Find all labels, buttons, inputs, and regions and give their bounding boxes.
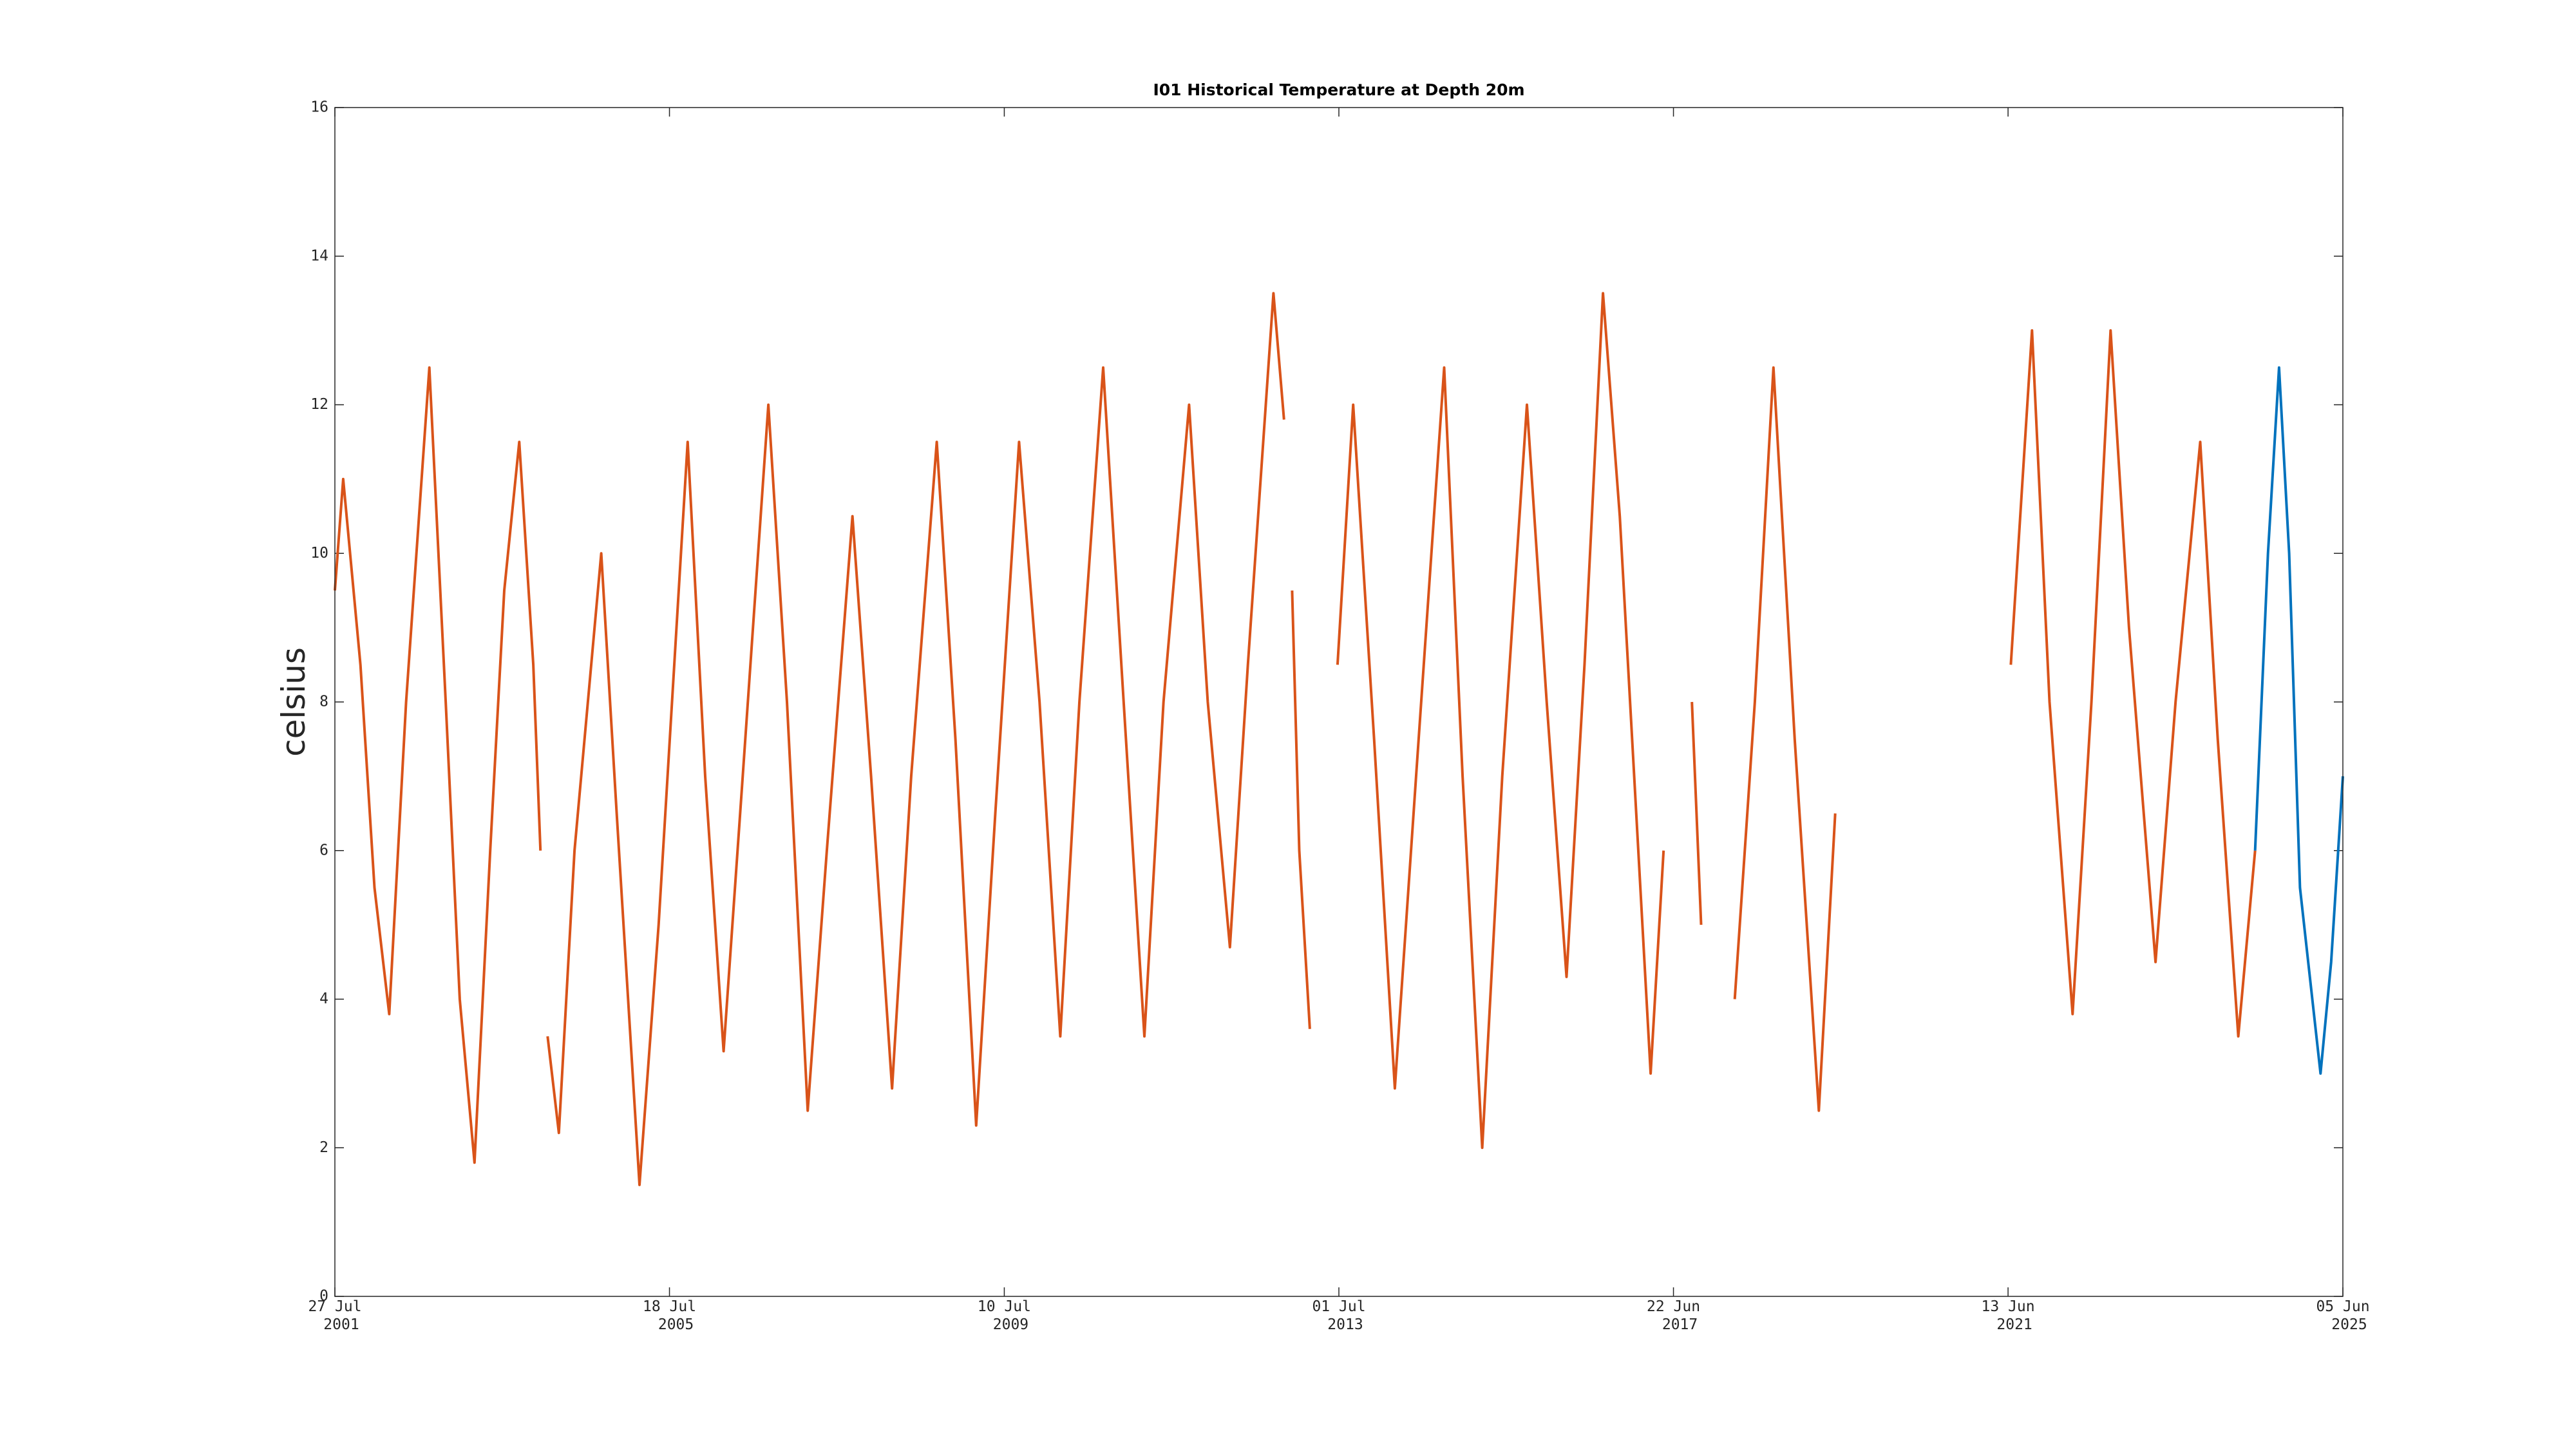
x-tick-label: 2025 bbox=[2331, 1316, 2367, 1333]
x-tick-label: 2001 bbox=[323, 1316, 359, 1333]
x-tick-label: 2021 bbox=[1996, 1316, 2032, 1333]
data-line bbox=[334, 292, 2257, 1186]
x-tick-label: 2009 bbox=[993, 1316, 1028, 1333]
y-axis-label: celsius bbox=[275, 647, 312, 757]
x-tick-label: 01 Jul bbox=[1312, 1298, 1365, 1315]
data-line bbox=[2253, 366, 2344, 1075]
chart-title: I01 Historical Temperature at Depth 20m bbox=[1153, 80, 1524, 99]
y-tick-label: 16 bbox=[310, 99, 328, 116]
x-tick-label: 10 Jul bbox=[978, 1298, 1031, 1315]
y-tick-label: 14 bbox=[310, 247, 328, 264]
x-tick-label: 22 Jun bbox=[1647, 1298, 1700, 1315]
x-tick-label: 27 Jul bbox=[308, 1298, 361, 1315]
x-tick-label: 2013 bbox=[1327, 1316, 1363, 1333]
x-tick-label: 2005 bbox=[658, 1316, 694, 1333]
y-tick-label: 8 bbox=[319, 694, 328, 710]
x-tick-label: 18 Jul bbox=[643, 1298, 696, 1315]
x-tick-label: 05 Jun bbox=[2316, 1298, 2369, 1315]
y-tick-label: 12 bbox=[310, 396, 328, 413]
x-tick-label: 13 Jun bbox=[1982, 1298, 2035, 1315]
x-tick-label: 2017 bbox=[1662, 1316, 1698, 1333]
y-tick-label: 10 bbox=[310, 545, 328, 562]
y-tick-label: 4 bbox=[319, 990, 328, 1007]
y-tick-label: 0 bbox=[319, 1288, 328, 1305]
y-tick-label: 2 bbox=[319, 1139, 328, 1156]
plot-frame bbox=[334, 107, 2344, 1297]
y-tick-label: 6 bbox=[319, 842, 328, 858]
